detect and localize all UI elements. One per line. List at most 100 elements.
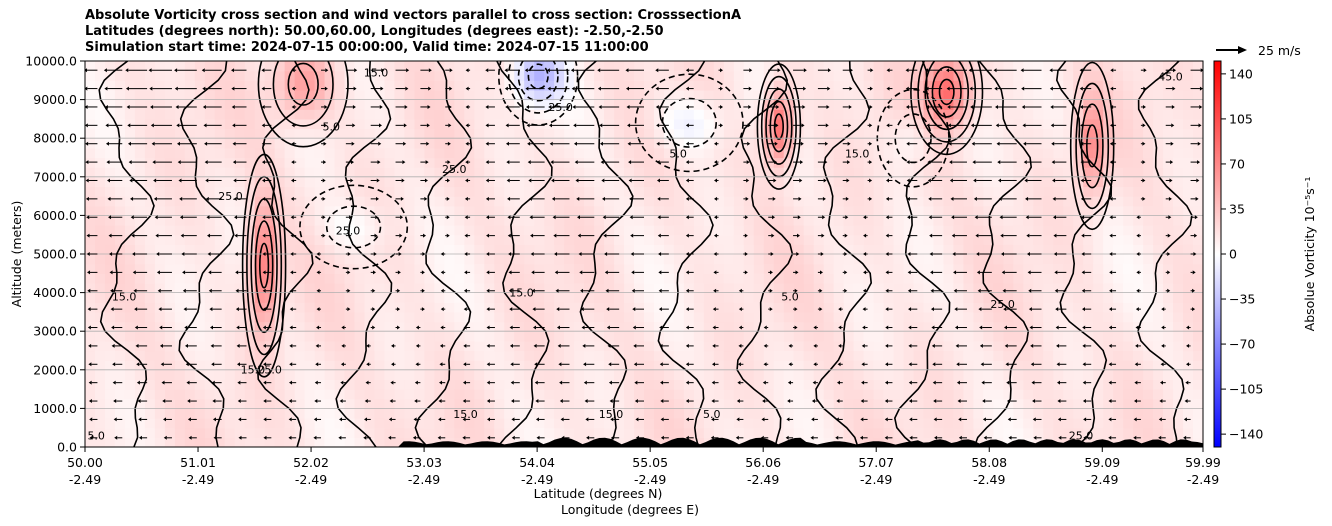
vorticity-cell bbox=[154, 369, 166, 381]
vorticity-cell bbox=[254, 427, 266, 438]
vorticity-cell bbox=[564, 350, 575, 361]
vorticity-cell bbox=[414, 167, 425, 178]
vorticity-cell bbox=[194, 244, 206, 255]
vorticity-cell bbox=[803, 99, 815, 110]
vorticity-cell bbox=[584, 176, 595, 188]
vorticity-cell bbox=[94, 273, 106, 284]
vorticity-cell bbox=[234, 128, 246, 139]
vorticity-cell bbox=[1173, 234, 1184, 245]
vorticity-cell bbox=[564, 89, 575, 101]
wind-vector-head bbox=[288, 435, 292, 440]
vorticity-cell bbox=[683, 205, 695, 216]
vorticity-cell bbox=[514, 70, 525, 81]
vorticity-cell bbox=[494, 215, 505, 226]
vorticity-cell bbox=[194, 80, 206, 91]
vorticity-cell bbox=[344, 89, 356, 101]
vorticity-cell bbox=[1053, 427, 1064, 438]
vorticity-cell bbox=[584, 215, 595, 226]
vorticity-cell bbox=[1113, 408, 1124, 419]
wind-vector-head bbox=[107, 196, 111, 201]
contour-line bbox=[517, 61, 559, 102]
vorticity-cell bbox=[693, 128, 705, 139]
vorticity-cell bbox=[594, 321, 605, 332]
vorticity-cell bbox=[723, 418, 735, 429]
vorticity-cell bbox=[214, 369, 226, 381]
vorticity-cell bbox=[993, 263, 1004, 274]
vorticity-cell bbox=[863, 331, 875, 342]
vorticity-cell bbox=[1023, 157, 1034, 168]
vorticity-cell bbox=[1113, 282, 1124, 294]
vorticity-cell bbox=[1053, 128, 1064, 139]
vorticity-cell bbox=[194, 176, 206, 188]
vorticity-cell bbox=[334, 176, 346, 188]
vorticity-cell bbox=[584, 254, 595, 265]
vorticity-cell bbox=[574, 418, 585, 429]
vorticity-cell bbox=[544, 99, 555, 110]
vorticity-cell bbox=[923, 437, 935, 447]
vorticity-cell bbox=[544, 282, 555, 294]
vorticity-cell bbox=[214, 186, 226, 197]
vorticity-cell bbox=[803, 292, 815, 303]
vorticity-cell bbox=[244, 89, 256, 101]
vorticity-cell bbox=[474, 138, 485, 149]
vorticity-cell bbox=[584, 89, 595, 101]
vorticity-cell bbox=[1143, 379, 1154, 390]
vorticity-cell bbox=[713, 215, 725, 226]
vorticity-cell bbox=[144, 205, 156, 216]
vorticity-cell bbox=[743, 157, 755, 168]
vorticity-cell bbox=[973, 389, 984, 400]
vorticity-cell bbox=[913, 263, 925, 274]
vorticity-cell bbox=[693, 244, 705, 255]
vorticity-cell bbox=[234, 176, 246, 188]
vorticity-cell bbox=[284, 360, 296, 371]
vorticity-cell bbox=[1123, 215, 1134, 226]
vorticity-cell bbox=[444, 176, 455, 188]
vorticity-cell bbox=[723, 292, 735, 303]
vorticity-cell bbox=[833, 61, 845, 72]
vorticity-cell bbox=[524, 263, 535, 274]
vorticity-cell bbox=[983, 186, 994, 197]
vorticity-cell bbox=[584, 321, 595, 332]
vorticity-cell bbox=[1123, 225, 1134, 236]
vorticity-cell bbox=[1173, 225, 1184, 236]
vorticity-cell bbox=[893, 186, 905, 197]
vorticity-cell bbox=[763, 340, 775, 352]
vorticity-cell bbox=[843, 176, 855, 188]
vorticity-cell bbox=[94, 379, 106, 390]
vorticity-cell bbox=[903, 70, 915, 81]
vorticity-cell bbox=[753, 302, 765, 313]
vorticity-cell bbox=[1193, 61, 1203, 72]
vorticity-cell bbox=[693, 147, 705, 159]
vorticity-cell bbox=[644, 254, 655, 265]
vorticity-cell bbox=[214, 99, 226, 110]
vorticity-cell bbox=[554, 302, 565, 313]
vorticity-cell bbox=[783, 109, 795, 120]
wind-vector-head bbox=[291, 104, 295, 109]
vorticity-cell bbox=[454, 109, 465, 120]
vorticity-cell bbox=[773, 263, 785, 274]
vorticity-cell bbox=[264, 263, 276, 274]
vorticity-cell bbox=[783, 89, 795, 101]
vorticity-cell bbox=[114, 321, 126, 332]
vorticity-cell bbox=[1153, 427, 1164, 438]
vorticity-cell bbox=[743, 89, 755, 101]
vorticity-cell bbox=[574, 205, 585, 216]
vorticity-cell bbox=[374, 369, 386, 381]
vorticity-cell bbox=[404, 331, 416, 342]
wind-vector-head bbox=[291, 178, 295, 183]
vorticity-cell bbox=[1113, 331, 1124, 342]
vorticity-cell bbox=[1173, 99, 1184, 110]
vorticity-cell bbox=[204, 225, 216, 236]
vorticity-cell bbox=[863, 61, 875, 72]
vorticity-cell bbox=[644, 147, 655, 159]
vorticity-cell bbox=[1123, 234, 1134, 245]
vorticity-cell bbox=[703, 263, 715, 274]
vorticity-cell bbox=[344, 360, 356, 371]
vorticity-cell bbox=[963, 398, 975, 409]
vorticity-cell bbox=[953, 369, 965, 381]
vorticity-cell bbox=[733, 196, 745, 207]
vorticity-cell bbox=[973, 99, 984, 110]
vorticity-cell bbox=[344, 340, 356, 352]
vorticity-cell bbox=[803, 331, 815, 342]
vorticity-cell bbox=[1083, 263, 1094, 274]
